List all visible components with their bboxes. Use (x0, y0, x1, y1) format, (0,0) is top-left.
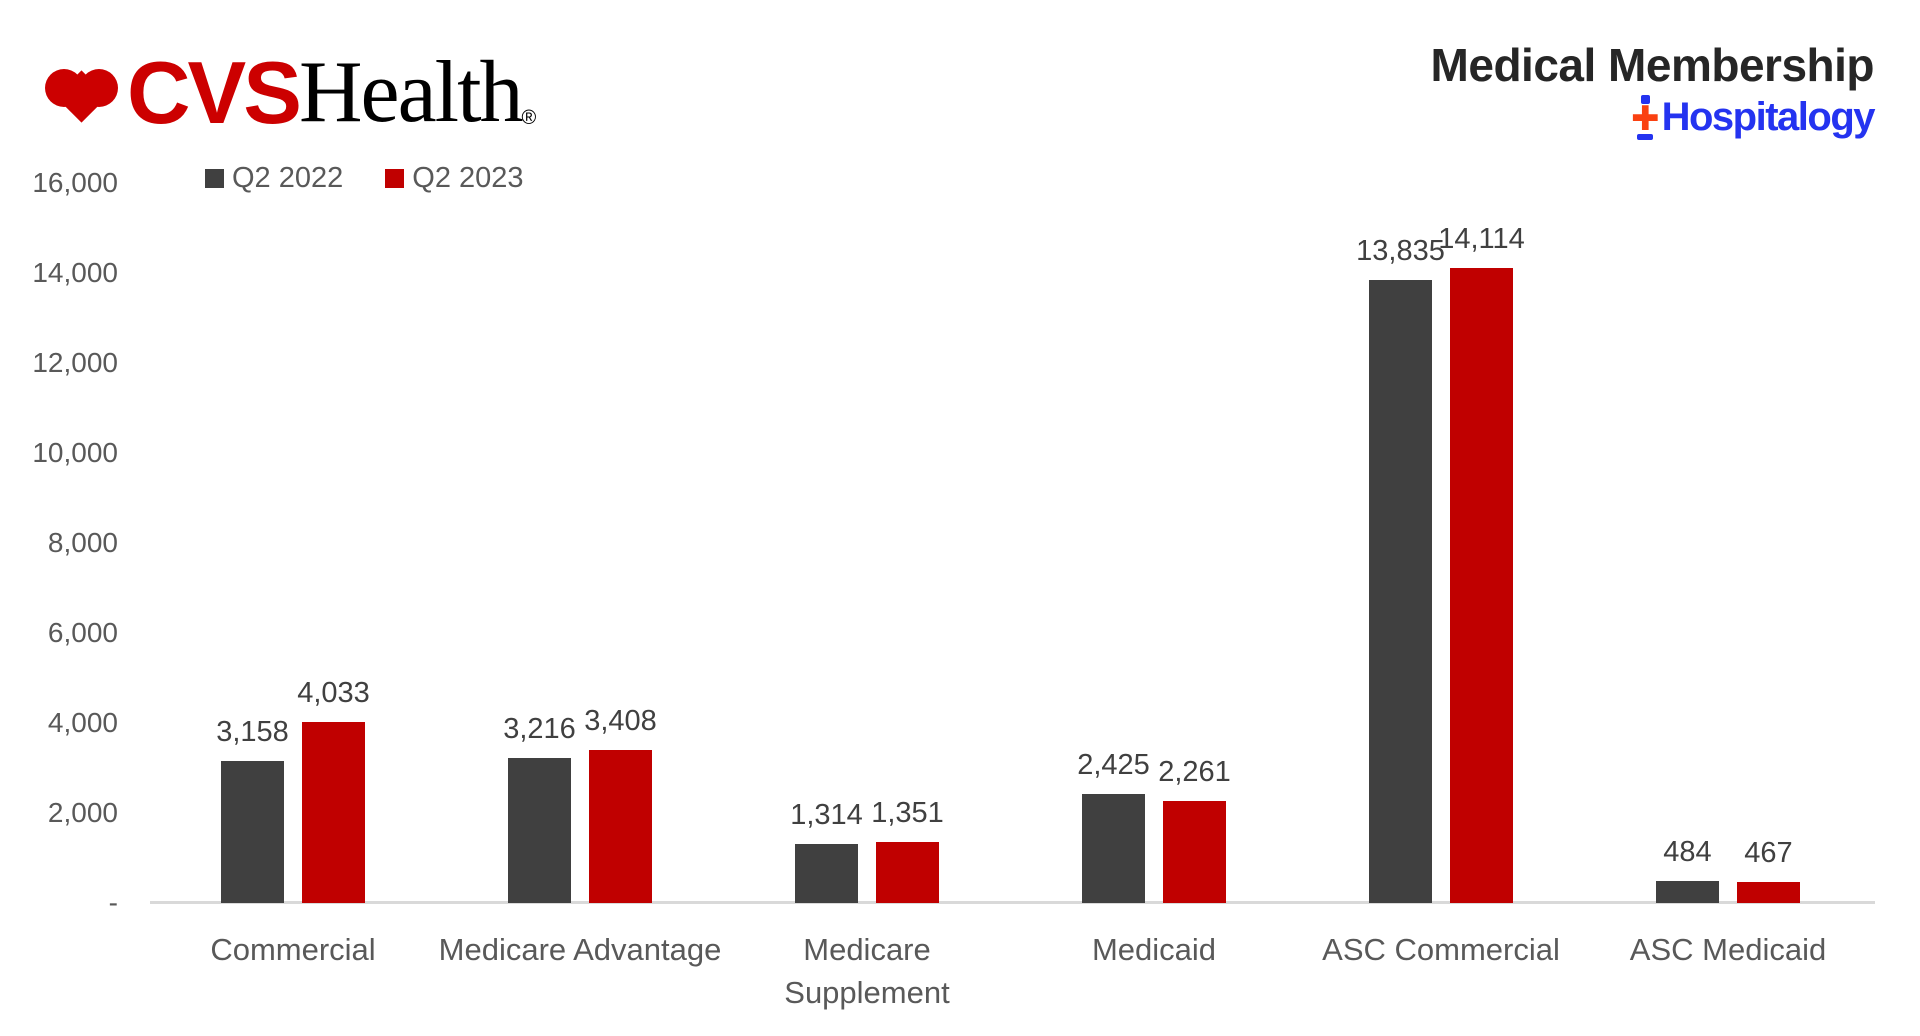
legend-swatch-icon (205, 169, 224, 188)
x-axis-line (150, 901, 1875, 904)
bar-q2-2022-medicaid (1082, 793, 1145, 903)
bar-q2-2023-medicare-advantage (589, 749, 652, 903)
cvs-health-logo: CVS Health ® (45, 48, 536, 138)
brand-cvs-text: CVS (127, 43, 302, 142)
legend-item: Q2 2023 (385, 162, 524, 195)
bar-value-label: 3,408 (584, 704, 657, 737)
bar-value-label: 484 (1663, 836, 1712, 869)
medical-plus-icon: ✚ (1631, 94, 1660, 140)
x-axis-category-label: ASC Medicaid (1629, 932, 1827, 967)
bar-value-label: 13,835 (1356, 235, 1445, 268)
header-right: Medical Membership ✚ Hospitalogy (1430, 39, 1876, 140)
bar-q2-2022-medicare (795, 843, 858, 903)
y-axis-tick-label: 16,000 (32, 167, 118, 198)
legend-label: Q2 2023 (412, 162, 524, 194)
x-axis-category-label: Commercial (210, 932, 376, 967)
bar-value-label: 2,261 (1158, 756, 1231, 789)
y-axis-tick-label: 12,000 (32, 347, 118, 378)
y-axis-tick-label: - (108, 887, 118, 918)
bar-value-label: 467 (1744, 836, 1793, 869)
x-axis-category-label: Medicare Supplement (784, 932, 950, 1010)
x-axis-category-label: ASC Commercial (1322, 932, 1560, 967)
page-title: Medical Membership (1430, 39, 1875, 91)
chart-legend: Q2 2022 Q2 2023 (205, 162, 524, 195)
legend-item: Q2 2022 (205, 162, 343, 195)
y-axis-tick-label: 14,000 (32, 257, 118, 288)
bar-q2-2023-commercial (302, 721, 365, 903)
y-axis-tick-label: 4,000 (47, 707, 118, 738)
y-axis-tick-label: 6,000 (47, 617, 118, 648)
bar-q2-2023-medicaid (1163, 801, 1226, 903)
brand-health-text: Health (298, 44, 524, 141)
bar-q2-2022-asc-medicaid (1656, 881, 1719, 903)
heart-icon (45, 64, 118, 128)
x-axis-category-label: Medicaid (1091, 932, 1217, 967)
bar-q2-2022-medicare-advantage (508, 758, 571, 903)
bar-q2-2022-asc-commercial (1369, 280, 1432, 903)
bar-value-label: 4,033 (297, 676, 370, 709)
x-axis-category-label: Medicare Advantage (438, 932, 722, 967)
y-axis-tick-label: 8,000 (47, 527, 118, 558)
bar-value-label: 2,425 (1077, 748, 1150, 781)
bar-q2-2023-medicare (876, 842, 939, 903)
bar-value-label: 3,216 (503, 713, 576, 746)
bar-value-label: 3,158 (216, 715, 289, 748)
publisher-name: Hospitalogy (1661, 94, 1876, 139)
legend-label: Q2 2022 (232, 162, 344, 194)
bar-q2-2022-commercial (221, 760, 284, 903)
bar-value-label: 1,314 (790, 798, 863, 831)
bar-q2-2023-asc-commercial (1450, 267, 1513, 903)
bar-q2-2023-asc-medicaid (1737, 881, 1800, 903)
y-axis-tick-label: 2,000 (47, 797, 118, 828)
y-axis-tick-label: 10,000 (32, 437, 118, 468)
bar-value-label: 14,114 (1438, 222, 1525, 255)
hospitalogy-logo: ✚ Hospitalogy (1431, 94, 1876, 140)
registered-mark: ® (521, 107, 537, 129)
legend-swatch-icon (385, 169, 405, 188)
bar-value-label: 1,351 (871, 797, 944, 830)
